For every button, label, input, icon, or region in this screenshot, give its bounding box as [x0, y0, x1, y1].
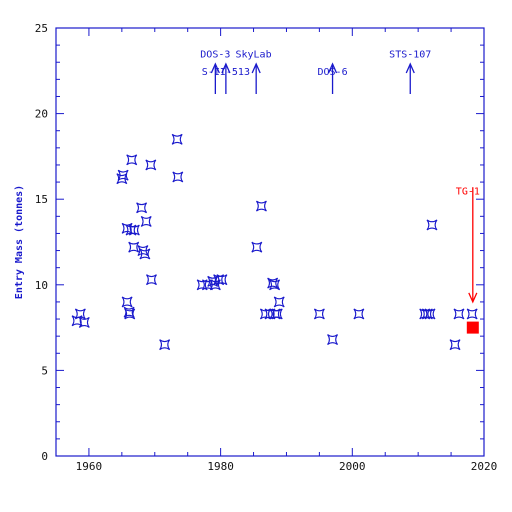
- x-tick-label: 1960: [76, 460, 103, 473]
- x-tick-label: 2020: [471, 460, 498, 473]
- annotation-label: DOS-6: [317, 67, 347, 78]
- data-point: [424, 308, 436, 320]
- data-point: [126, 154, 138, 166]
- data-point: [124, 308, 136, 320]
- data-point: [426, 219, 438, 231]
- y-tick-label: 15: [35, 193, 48, 206]
- y-tick-label: 20: [35, 108, 48, 121]
- arrow-head: [327, 62, 338, 74]
- annotation-label: DOS-3: [200, 50, 230, 61]
- arrow-head: [210, 62, 220, 74]
- arrow-annotations: [210, 62, 478, 304]
- data-point: [327, 334, 339, 346]
- y-tick-label: 0: [41, 450, 48, 463]
- data-point: [313, 308, 325, 320]
- data-point: [74, 308, 86, 320]
- annotation-label: STS-107: [389, 50, 431, 61]
- data-point: [139, 248, 151, 260]
- data-point: [145, 159, 157, 171]
- data-point: [209, 279, 221, 291]
- data-point: [136, 202, 148, 214]
- annotation-label: S-II-513: [202, 67, 250, 78]
- x-axis: 1960 1980 2000 2020: [55, 28, 498, 473]
- data-point: [128, 241, 140, 253]
- data-point: [269, 308, 281, 320]
- data-point: [453, 308, 465, 320]
- data-point: [267, 277, 279, 289]
- annotation-label: SkyLab: [235, 50, 271, 61]
- data-point: [273, 296, 285, 308]
- data-point: [117, 169, 129, 181]
- y-tick-label: 5: [41, 364, 48, 377]
- data-point: [255, 200, 267, 212]
- x-tick-label: 1980: [207, 460, 234, 473]
- data-point: [116, 173, 128, 185]
- data-point: [128, 224, 140, 236]
- data-point: [140, 216, 152, 227]
- arrow-head: [405, 62, 415, 74]
- y-tick-label: 10: [35, 279, 48, 292]
- highlight-layer: [466, 321, 479, 334]
- data-points: [71, 133, 478, 351]
- highlight-marker: [466, 321, 479, 334]
- y-tick-label: 25: [35, 22, 48, 35]
- data-point: [171, 133, 183, 145]
- data-point: [216, 274, 228, 286]
- data-point: [449, 339, 461, 351]
- arrow-head: [468, 292, 478, 304]
- arrow-head: [221, 62, 231, 74]
- plot-frame: [55, 27, 485, 457]
- arrow-head: [251, 62, 261, 74]
- data-point: [78, 317, 90, 328]
- y-axis: 0 5 10 15 20 25: [35, 22, 484, 463]
- data-point: [353, 308, 365, 320]
- data-point: [251, 241, 263, 253]
- data-point: [466, 308, 478, 320]
- text-annotations: DOS-3 SkyLab S-II-513 DOS-6 STS-107 TG-1: [200, 50, 480, 198]
- data-point: [269, 279, 281, 291]
- data-point: [159, 339, 171, 351]
- annotation-label: TG-1: [456, 187, 480, 198]
- data-point: [121, 296, 133, 308]
- x-tick-label: 2000: [339, 460, 366, 473]
- data-point: [172, 171, 184, 183]
- y-axis-label: Entry Mass (tonnes): [14, 185, 25, 299]
- data-point: [146, 274, 157, 286]
